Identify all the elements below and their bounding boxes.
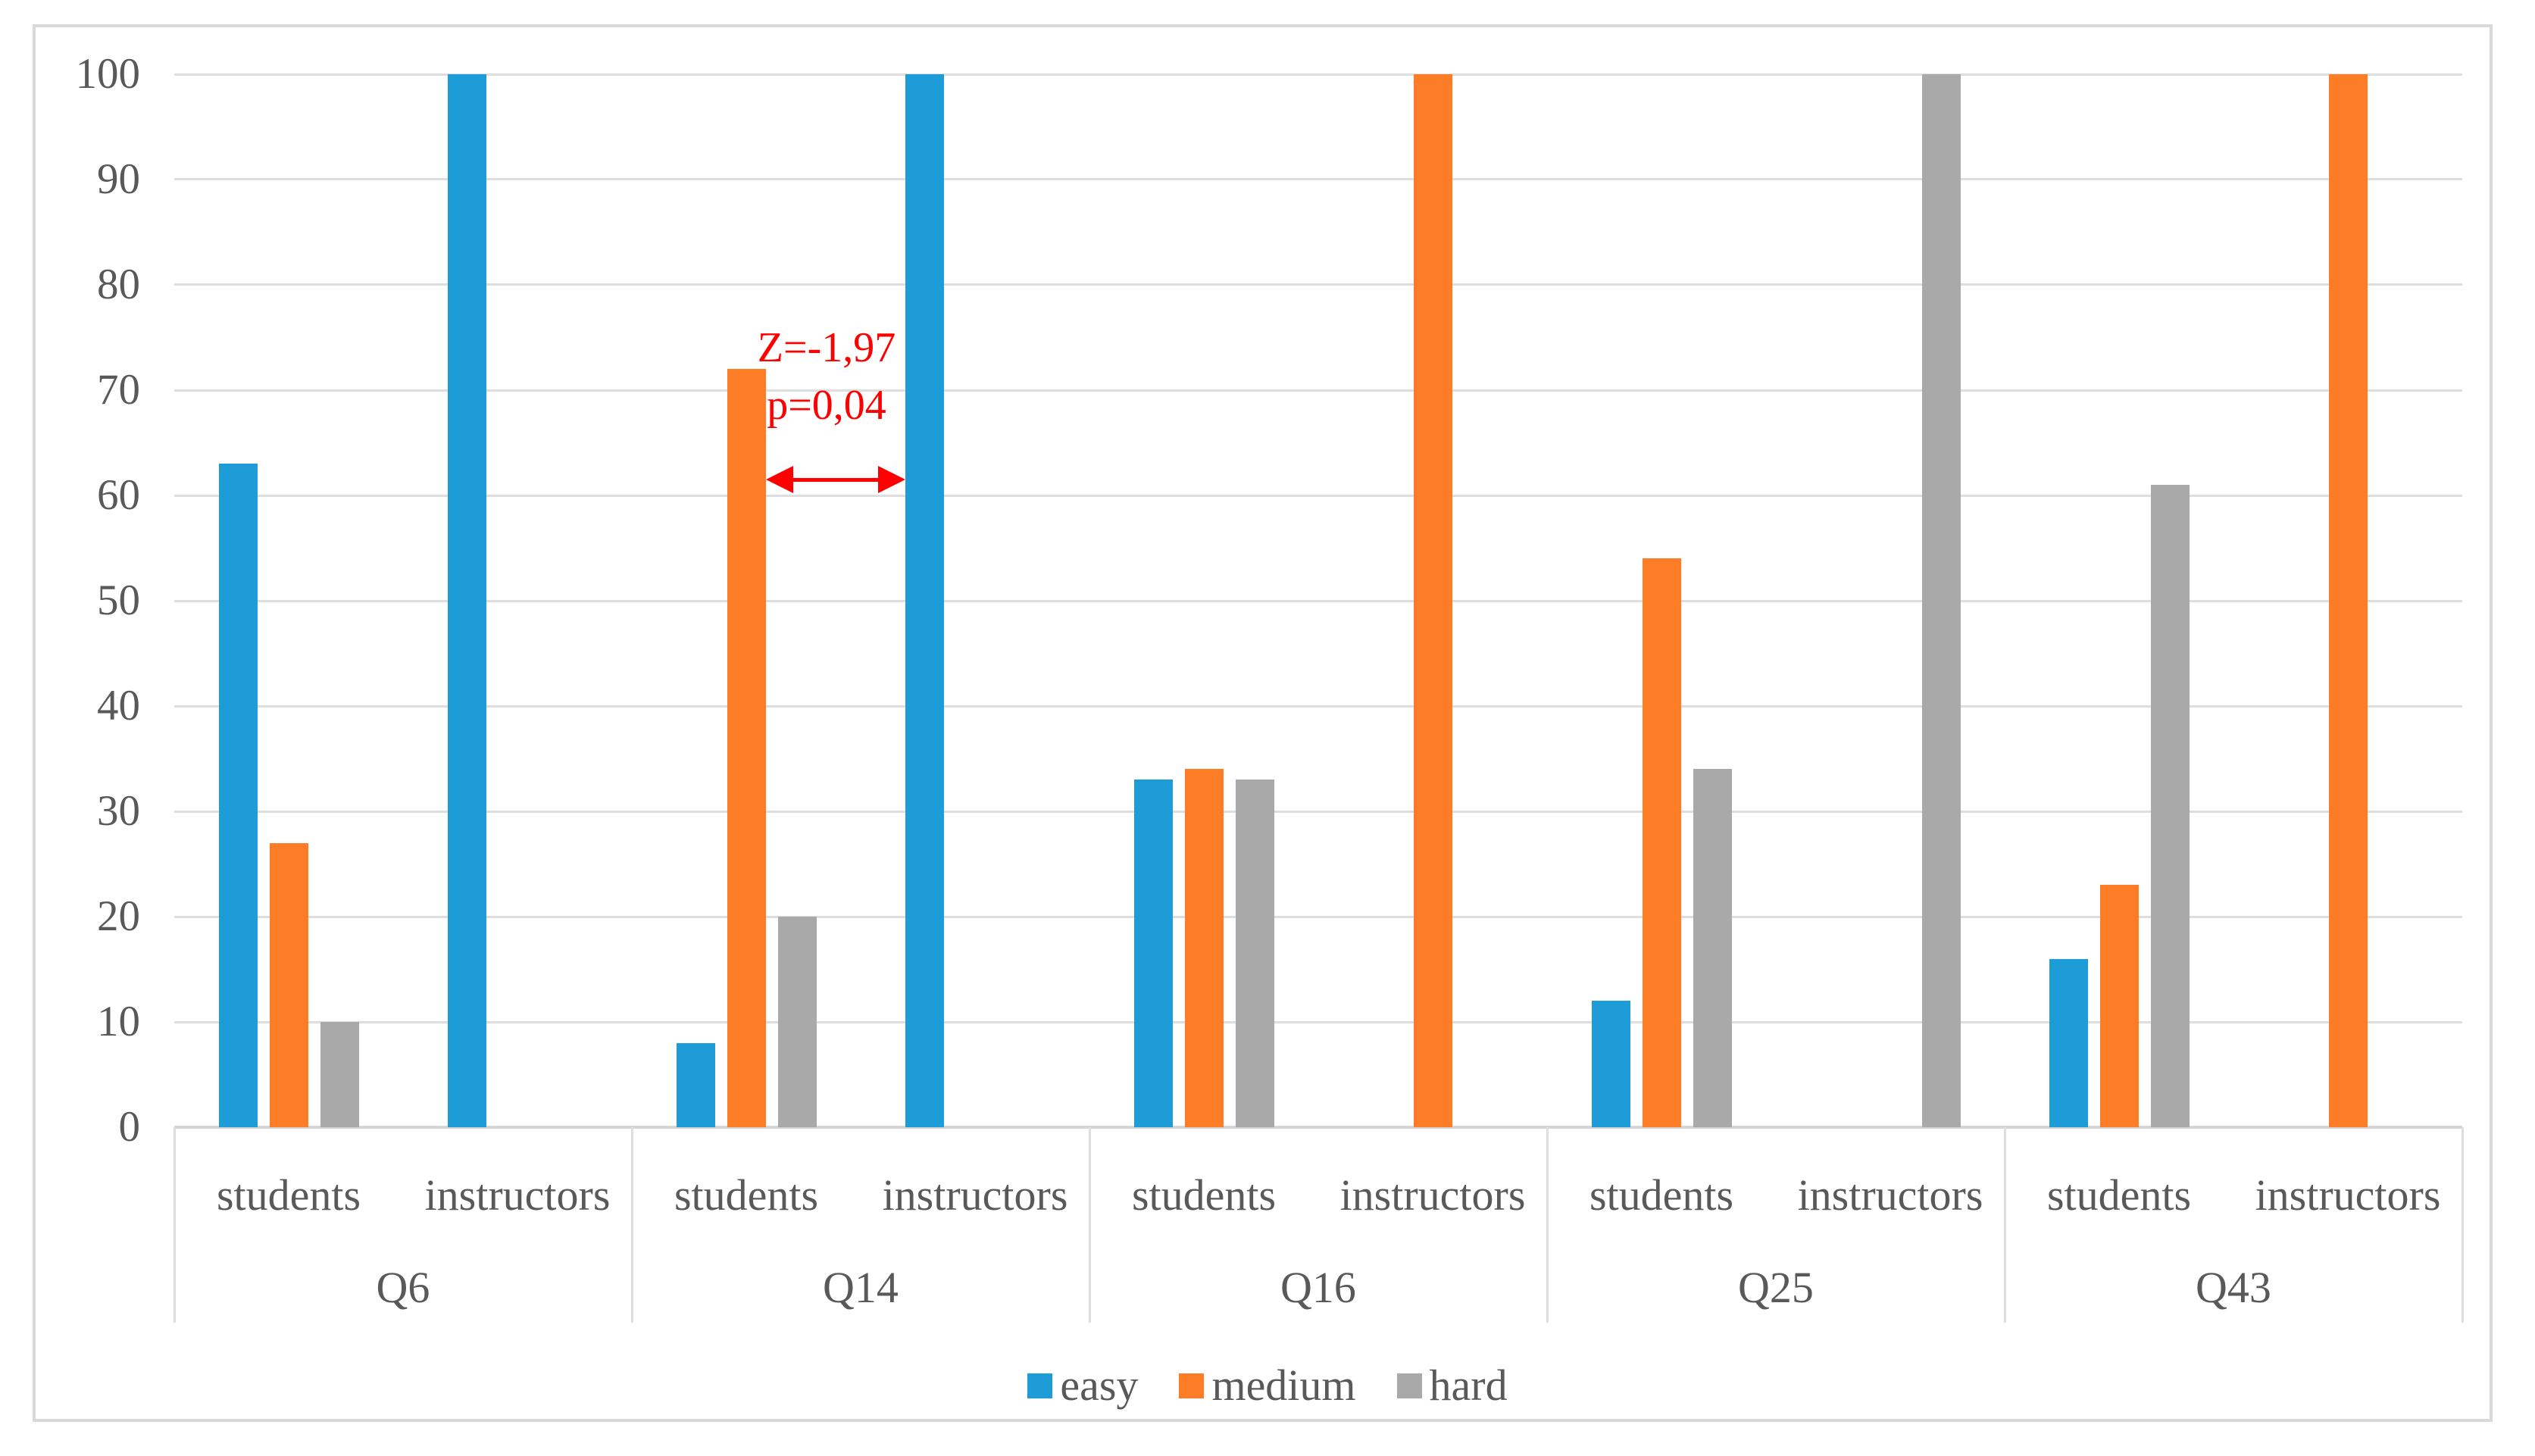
y-tick-label: 70 [97,366,140,414]
bar-q16-students-hard [1236,780,1274,1127]
subgroup-label-q14-students: students [674,1170,819,1220]
legend-item-medium: medium [1179,1359,1356,1412]
subgroup-label-q16-instructors: instructors [1339,1170,1526,1220]
group-label-q16: Q16 [1280,1263,1356,1312]
group-label-q25: Q25 [1738,1263,1814,1312]
y-tick-label: 90 [97,155,140,203]
subgroup-label-q14-instructors: instructors [882,1170,1068,1220]
subgroup-label-q25-instructors: instructors [1797,1170,1983,1220]
bar-q14-students-medium [727,369,766,1127]
gridline [174,600,2462,602]
legend-item-easy: easy [1027,1359,1138,1412]
category-separator [173,1127,176,1323]
legend-label-hard: hard [1429,1361,1508,1410]
group-label-q14: Q14 [823,1263,899,1312]
subgroup-label-q6-instructors: instructors [424,1170,611,1220]
y-tick-label: 0 [118,1103,141,1151]
legend-swatch-easy [1027,1373,1053,1398]
y-tick-label: 10 [97,998,140,1045]
bar-q25-students-hard [1693,769,1732,1127]
y-tick-label: 80 [97,261,140,308]
bar-q16-students-easy [1134,780,1173,1127]
y-tick-label: 60 [97,471,140,519]
category-separator [2004,1127,2006,1323]
group-label-q43: Q43 [2196,1263,2271,1312]
annotation-arrow-line [786,478,886,482]
y-tick-label: 30 [97,787,140,835]
subgroup-label-q16-students: students [1131,1170,1277,1220]
bar-q6-students-medium [270,843,308,1127]
gridline [174,178,2462,180]
legend-item-hard: hard [1396,1359,1508,1412]
chart-border [33,24,2493,1422]
category-separator [2462,1127,2464,1323]
annotation-arrow [766,466,905,493]
annotation-p-value: p=0,04 [767,382,886,429]
gridline [174,389,2462,392]
x-axis-line [174,1126,2462,1129]
bar-q25-students-medium [1643,558,1681,1127]
category-separator [1546,1127,1549,1323]
gridline [174,1021,2462,1023]
bar-q14-students-easy [677,1043,715,1127]
y-tick-label: 50 [97,576,140,624]
subgroup-label-q25-students: students [1589,1170,1734,1220]
subgroup-label-q43-instructors: instructors [2255,1170,2441,1220]
gridline [174,73,2462,76]
annotation-arrowhead-left [766,466,793,493]
gridline [174,283,2462,286]
bar-q43-students-medium [2100,885,2139,1127]
bar-q14-instructors-easy [905,74,944,1127]
bar-q6-students-easy [219,464,258,1127]
gridline [174,705,2462,708]
annotation-z-value: Z=-1,97 [757,324,896,371]
bar-q25-students-easy [1592,1001,1630,1127]
subgroup-label-q43-students: students [2046,1170,2192,1220]
annotation-arrowhead-right [878,466,905,493]
bar-q16-instructors-medium [1414,74,1452,1127]
legend-swatch-hard [1396,1373,1422,1398]
y-tick-label: 40 [97,682,140,730]
bar-q14-students-hard [778,917,817,1127]
group-label-q6: Q6 [376,1263,430,1312]
bar-q6-instructors-easy [448,74,486,1127]
category-separator [631,1127,633,1323]
y-tick-label: 20 [97,892,140,940]
legend: easy medium hard [0,1359,2535,1412]
y-tick-label: 100 [75,50,141,98]
subgroup-label-q6-students: students [216,1170,361,1220]
bar-q43-instructors-medium [2329,74,2368,1127]
legend-swatch-medium [1179,1373,1205,1398]
category-separator [1089,1127,1091,1323]
bar-q6-students-hard [320,1022,359,1127]
bar-q43-students-easy [2049,959,2088,1127]
gridline [174,916,2462,918]
legend-label-easy: easy [1060,1361,1139,1410]
legend-label-medium: medium [1211,1361,1356,1410]
gridline [174,495,2462,497]
bar-q43-students-hard [2151,485,2190,1127]
bar-q16-students-medium [1185,769,1224,1127]
gridline [174,811,2462,813]
bar-q25-instructors-hard [1922,74,1961,1127]
